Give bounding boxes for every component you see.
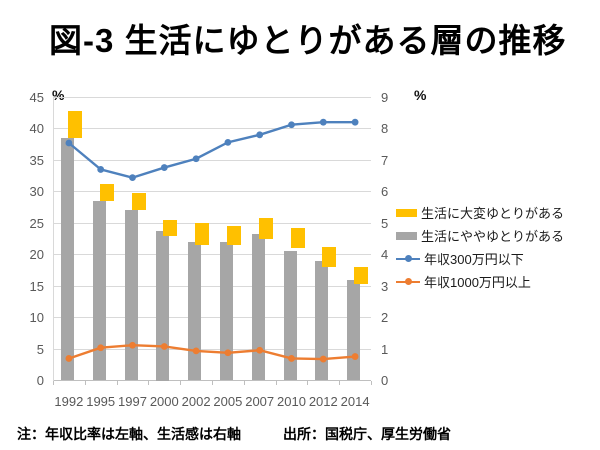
legend-swatch-icon: [396, 231, 417, 240]
gridline: [53, 222, 371, 224]
bar-somewhat-comfortable: [60, 137, 74, 381]
x-axis-label: 2002: [181, 394, 211, 409]
left-axis-tick-label: 0: [36, 373, 44, 388]
legend-label: 年収1000万円以上: [424, 275, 531, 290]
legend-item: 生活に大変ゆとりがある: [396, 201, 564, 224]
legend-label: 生活にややゆとりがある: [421, 229, 565, 244]
x-axis-label: 2005: [213, 394, 243, 409]
x-axis-label: 1997: [118, 394, 147, 409]
bar-very-comfortable: [131, 193, 146, 211]
left-axis-tick-label: 30: [29, 184, 44, 199]
x-axis-tick: [84, 380, 86, 385]
bar-very-comfortable: [163, 219, 178, 236]
left-axis-tick-label: 40: [29, 121, 44, 136]
left-axis-tick-label: 20: [29, 247, 44, 262]
figure-title: 図-3 生活にゆとりがある層の推移: [49, 22, 567, 59]
gridline: [53, 128, 371, 129]
bar-very-comfortable: [322, 246, 337, 268]
x-axis-tick: [243, 380, 245, 385]
x-axis-tick: [53, 380, 54, 385]
legend-line-marker-icon: [396, 252, 420, 266]
right-axis-tick-label: 2: [381, 310, 389, 325]
bar-very-comfortable: [290, 227, 305, 249]
x-axis-label: 2012: [308, 394, 338, 409]
right-axis-tick-label: 5: [381, 215, 389, 231]
bar-very-comfortable: [99, 183, 114, 201]
gridline: [53, 191, 371, 192]
gridline: [53, 96, 371, 98]
bar-very-comfortable: [226, 226, 241, 246]
legend-swatch-icon: [396, 208, 417, 217]
left-axis-tick-label: 5: [36, 341, 44, 357]
x-axis-tick: [212, 380, 213, 385]
x-axis-tick: [371, 380, 372, 385]
x-axis-label: 2010: [277, 394, 306, 409]
x-axis-label: 1992: [54, 394, 84, 409]
x-axis-tick: [275, 380, 277, 385]
left-axis-tick-label: 45: [29, 89, 44, 105]
x-axis-label: 2014: [340, 394, 370, 409]
legend-label: 年収300万円以下: [424, 252, 524, 267]
bar-somewhat-comfortable: [315, 260, 329, 381]
right-axis-tick-label: 8: [381, 121, 389, 136]
bar-very-comfortable: [195, 223, 210, 246]
x-axis-tick: [339, 380, 341, 385]
right-axis-tick-label: 4: [381, 247, 389, 262]
bar-somewhat-comfortable: [347, 279, 361, 381]
x-axis-tick: [307, 380, 309, 385]
right-axis-tick-label: 3: [381, 278, 389, 294]
left-axis-line: [53, 97, 54, 381]
bar-very-comfortable: [354, 267, 369, 285]
legend-item: 生活にややゆとりがある: [396, 224, 564, 247]
bar-somewhat-comfortable: [156, 230, 170, 381]
x-axis-label: 2000: [149, 394, 179, 409]
legend-item: 年収1000万円以上: [396, 270, 564, 293]
bar-somewhat-comfortable: [188, 241, 202, 381]
x-axis-label: 2007: [245, 394, 275, 409]
x-axis-tick: [180, 380, 182, 385]
left-axis-tick-label: 10: [29, 310, 44, 325]
source-note: 出所：国税庁、厚生労働省: [283, 426, 451, 442]
x-axis-tick: [116, 380, 118, 385]
x-axis-label: 1995: [86, 394, 116, 409]
gridline: [53, 254, 371, 255]
right-axis-tick-label: 7: [381, 152, 389, 168]
left-axis-tick-label: 25: [29, 215, 44, 231]
bar-somewhat-comfortable: [92, 200, 106, 381]
legend-label: 生活に大変ゆとりがある: [421, 206, 565, 221]
legend: 生活に大変ゆとりがある 生活にややゆとりがある 年収300万円以下 年収1000万円以…: [396, 201, 564, 293]
right-axis-tick-label: 1: [381, 341, 389, 357]
x-axis-tick: [148, 380, 150, 385]
bar-somewhat-comfortable: [219, 241, 233, 381]
legend-line-marker-icon: [396, 275, 420, 289]
legend-item: 年収300万円以下: [396, 247, 564, 270]
plot-area: [53, 96, 372, 385]
left-axis-tick-label: 15: [29, 278, 44, 294]
left-axis-tick-label: 35: [29, 152, 44, 168]
bar-somewhat-comfortable: [124, 210, 138, 381]
bar-very-comfortable: [258, 218, 273, 239]
right-axis-unit-label: %: [414, 87, 427, 103]
right-axis-tick-label: 0: [381, 373, 389, 388]
bar-somewhat-comfortable: [283, 251, 297, 381]
right-axis-tick-label: 9: [381, 89, 389, 105]
bar-somewhat-comfortable: [251, 234, 265, 381]
footnote: 注：年収比率は左軸、生活感は右軸: [17, 426, 241, 442]
gridline: [53, 159, 371, 161]
gridline: [53, 285, 371, 287]
right-axis-tick-label: 6: [381, 184, 389, 199]
bar-very-comfortable: [67, 111, 82, 138]
left-axis-unit-label: %: [52, 87, 65, 103]
gridline: [53, 317, 371, 318]
